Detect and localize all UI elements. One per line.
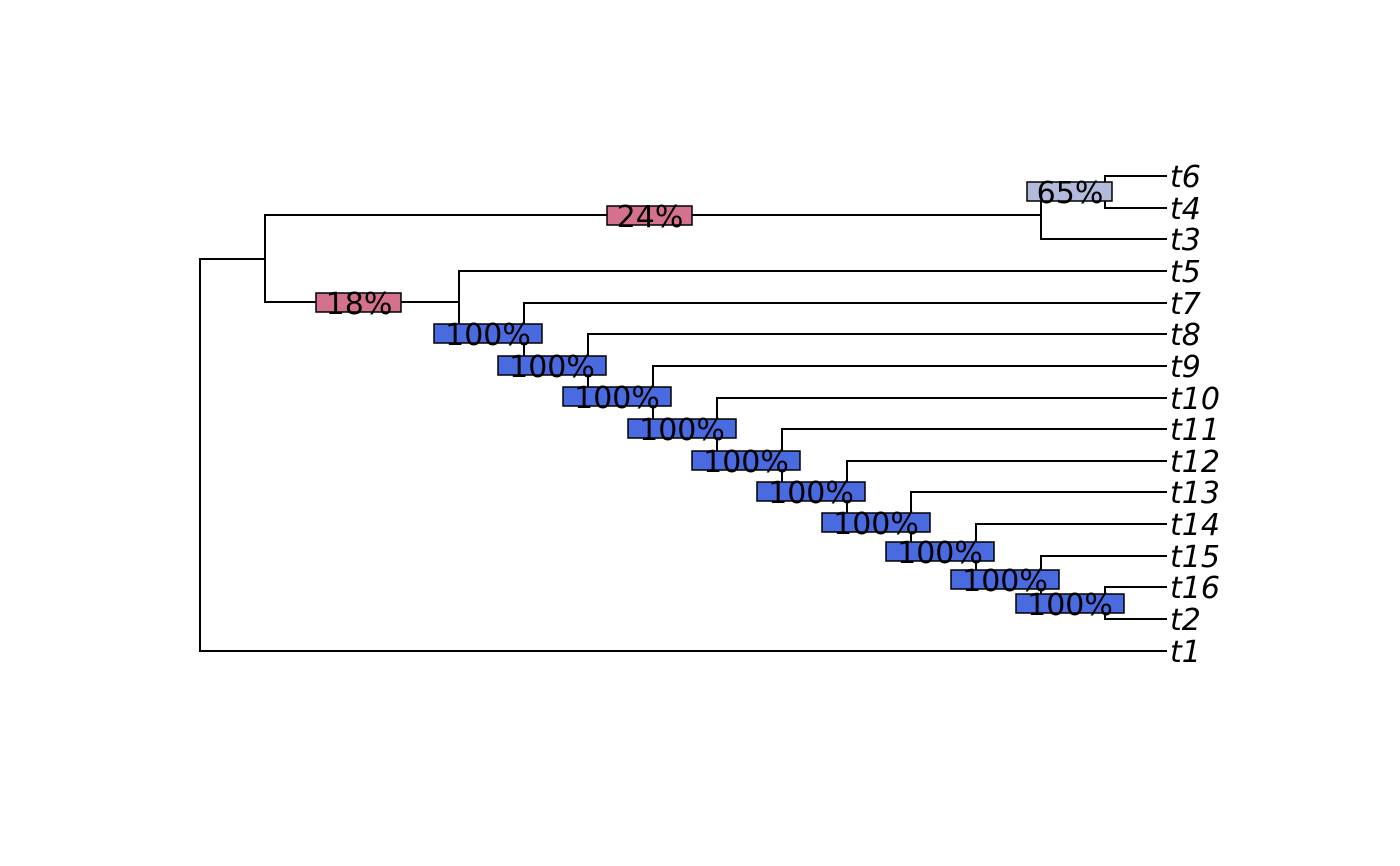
tip-label-t7: t7: [1170, 287, 1201, 322]
support-box: [1026, 181, 1113, 202]
support-text: 100%: [445, 318, 531, 353]
support-box: [627, 418, 737, 439]
tip-label-t3: t3: [1170, 223, 1201, 258]
tip-label-t13: t13: [1170, 476, 1220, 511]
support-label-node-a-upper: 24%: [606, 200, 693, 235]
support-label-node-k: 100%: [950, 564, 1060, 599]
tip-label-t4: t4: [1170, 192, 1201, 227]
support-label-node-c: 100%: [433, 318, 543, 353]
support-text: 100%: [833, 507, 919, 542]
support-box: [433, 323, 543, 344]
tip-labels: t6 t4 t3 t5 t7 t8 t9 t10 t11 t12 t13 t14…: [1170, 160, 1220, 670]
support-text: 100%: [962, 564, 1048, 599]
support-text: 100%: [703, 445, 789, 480]
tip-label-t15: t15: [1170, 540, 1220, 575]
support-text: 100%: [897, 536, 983, 571]
support-box: [497, 355, 607, 376]
support-box: [562, 386, 672, 407]
support-text: 18%: [326, 287, 393, 322]
support-box: [315, 292, 402, 313]
support-text: 100%: [1027, 588, 1113, 623]
support-box: [691, 450, 801, 471]
tip-label-t1: t1: [1170, 635, 1201, 670]
tip-label-t5: t5: [1170, 255, 1201, 290]
tip-label-t11: t11: [1170, 413, 1220, 448]
support-label-node-l: 100%: [1015, 588, 1125, 623]
support-label-node-j: 100%: [885, 536, 995, 571]
support-text: 100%: [574, 381, 660, 416]
tip-label-t8: t8: [1170, 318, 1201, 353]
support-label-node-i: 100%: [821, 507, 931, 542]
support-box: [606, 205, 693, 226]
tip-label-t14: t14: [1170, 508, 1220, 543]
support-text: 100%: [768, 476, 854, 511]
support-text: 24%: [617, 200, 684, 235]
support-box: [756, 481, 866, 502]
support-label-node-h: 100%: [756, 476, 866, 511]
support-label-node-f: 100%: [627, 413, 737, 448]
tip-label-t16: t16: [1170, 571, 1220, 606]
tip-label-t12: t12: [1170, 445, 1220, 480]
support-box: [950, 569, 1060, 590]
support-text: 65%: [1037, 176, 1104, 211]
tip-label-t9: t9: [1170, 350, 1201, 385]
support-label-node-b: 65%: [1026, 176, 1113, 211]
support-text: 100%: [509, 350, 595, 385]
support-text: 100%: [639, 413, 725, 448]
support-label-node-g: 100%: [691, 445, 801, 480]
support-box: [885, 541, 995, 562]
support-box: [1015, 593, 1125, 614]
tip-label-t2: t2: [1170, 603, 1201, 638]
tip-label-t10: t10: [1170, 382, 1220, 417]
support-box: [821, 512, 931, 533]
tip-label-t6: t6: [1170, 160, 1201, 195]
support-label-node-d: 100%: [497, 350, 607, 385]
support-labels: 65% 24% 18% 100% 100% 100% 100% 100%: [315, 176, 1125, 623]
support-label-node-a-lower: 18%: [315, 287, 402, 322]
support-label-node-e: 100%: [562, 381, 672, 416]
